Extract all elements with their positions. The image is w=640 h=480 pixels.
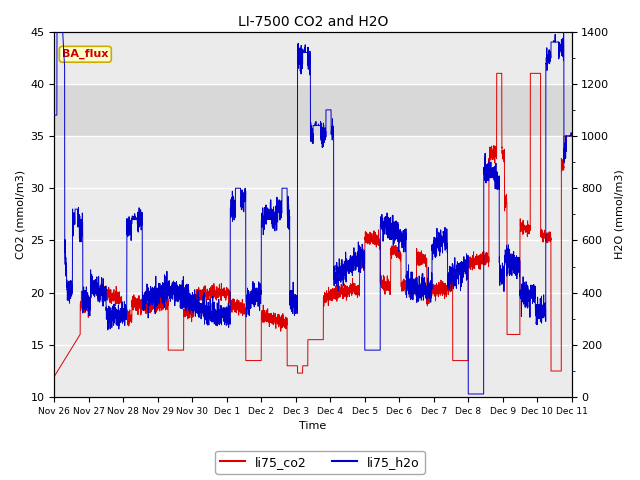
- X-axis label: Time: Time: [300, 421, 326, 432]
- Y-axis label: H2O (mmol/m3): H2O (mmol/m3): [615, 169, 625, 259]
- Text: BA_flux: BA_flux: [62, 49, 109, 60]
- Legend: li75_co2, li75_h2o: li75_co2, li75_h2o: [215, 451, 425, 474]
- Bar: [54, 84, 572, 136]
- Y-axis label: CO2 (mmol/m3): CO2 (mmol/m3): [15, 170, 25, 259]
- Title: LI-7500 CO2 and H2O: LI-7500 CO2 and H2O: [238, 15, 388, 29]
